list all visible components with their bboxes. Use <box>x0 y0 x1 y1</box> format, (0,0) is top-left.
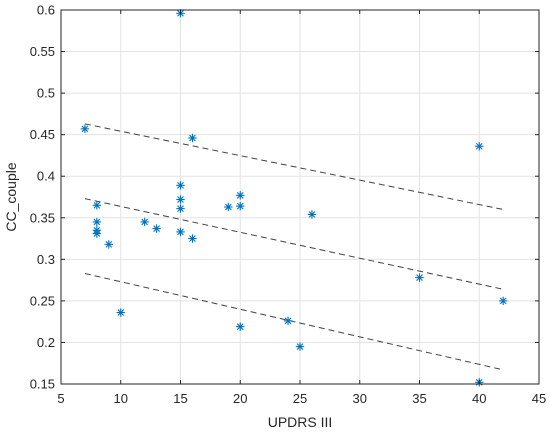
ticks: 5 10 15 20 25 30 35 40 45 0.15 0.2 0.25 0.3 0.35 0.4 0.… <box>30 3 547 407</box>
y-axis-label: CC_couple <box>3 162 19 231</box>
x-axis-label: UPDRS III <box>268 414 333 430</box>
data-point <box>92 201 102 210</box>
data-point <box>475 142 484 151</box>
data-point <box>236 322 245 331</box>
data-point <box>176 195 185 204</box>
data-point <box>116 308 125 317</box>
x-tick-label: 40 <box>472 391 486 406</box>
y-tick-label: 0.4 <box>37 169 55 184</box>
data-point <box>224 202 233 212</box>
regression-lines <box>84 123 504 371</box>
x-tick-label: 35 <box>412 391 426 406</box>
upper-bound-line <box>84 123 504 210</box>
x-tick-label: 20 <box>233 391 247 406</box>
data-point <box>152 224 161 233</box>
y-tick-label: 0.25 <box>30 293 55 308</box>
y-tick-label: 0.15 <box>30 377 55 392</box>
y-tick-label: 0.6 <box>37 3 55 18</box>
data-point <box>415 273 424 282</box>
y-tick-label: 0.5 <box>37 86 55 101</box>
lower-bound-line <box>84 272 504 371</box>
x-tick-label: 25 <box>293 391 307 406</box>
data-point <box>80 124 90 134</box>
data-point <box>236 201 245 211</box>
y-tick-label: 0.45 <box>30 127 55 142</box>
y-tick-label: 0.35 <box>30 210 55 225</box>
data-point <box>92 229 102 238</box>
x-tick-label: 30 <box>353 391 367 406</box>
x-tick-label: 10 <box>114 391 128 406</box>
x-tick-label: 45 <box>532 391 546 406</box>
data-point <box>498 296 508 306</box>
data-point <box>140 217 149 227</box>
data-points <box>80 9 508 387</box>
data-point <box>176 227 185 237</box>
fit-line <box>84 198 504 290</box>
x-tick-label: 5 <box>57 391 64 406</box>
data-point <box>295 342 305 351</box>
data-point <box>307 210 317 219</box>
y-tick-label: 0.55 <box>30 44 55 59</box>
y-tick-label: 0.3 <box>37 252 55 267</box>
y-tick-label: 0.2 <box>37 335 55 350</box>
data-point <box>188 234 197 243</box>
data-point <box>104 240 113 249</box>
data-point <box>176 181 185 190</box>
data-point <box>188 133 197 143</box>
data-point <box>283 316 293 326</box>
data-point <box>176 204 185 213</box>
data-point <box>236 191 245 200</box>
x-tick-label: 15 <box>173 391 187 406</box>
data-point <box>92 217 102 227</box>
